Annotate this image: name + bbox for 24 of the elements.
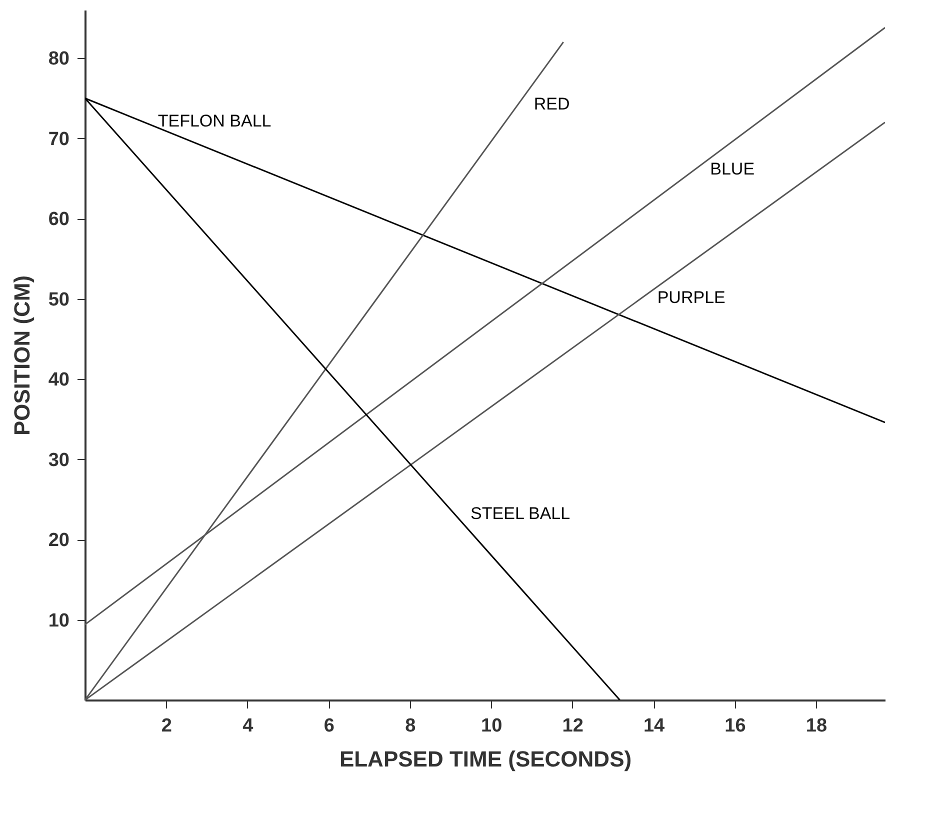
annotation: BLUE <box>710 160 755 179</box>
x-tick-label: 14 <box>643 716 666 736</box>
annotation: PURPLE <box>657 288 726 308</box>
y-axis-title: POSITION (CM) <box>9 275 34 436</box>
y-tick-label: 40 <box>48 370 70 391</box>
x-tick-label: 8 <box>405 716 416 736</box>
x-tick-label: 6 <box>324 716 334 736</box>
x-tick-label: 2 <box>161 716 172 736</box>
x-tick-label: 16 <box>724 716 746 736</box>
x-axis-title: ELAPSED TIME (SECONDS) <box>339 746 632 772</box>
y-tick-label: 80 <box>48 48 70 70</box>
y-tick-label: 20 <box>48 530 70 552</box>
x-tick-label: 4 <box>242 716 254 736</box>
y-tick-label: 60 <box>48 209 70 230</box>
y-tick-label: 30 <box>48 450 70 471</box>
x-tick-label: 12 <box>562 716 584 736</box>
annotation: RED <box>534 94 570 114</box>
annotation: STEEL BALL <box>470 504 570 523</box>
x-tick-label: 10 <box>481 716 502 736</box>
annotation: TEFLON BALL <box>158 112 272 131</box>
y-tick-label: 50 <box>48 289 70 310</box>
x-tick-label: 18 <box>806 716 828 736</box>
y-tick-label: 10 <box>48 610 70 632</box>
y-tick-label: 70 <box>48 128 70 150</box>
